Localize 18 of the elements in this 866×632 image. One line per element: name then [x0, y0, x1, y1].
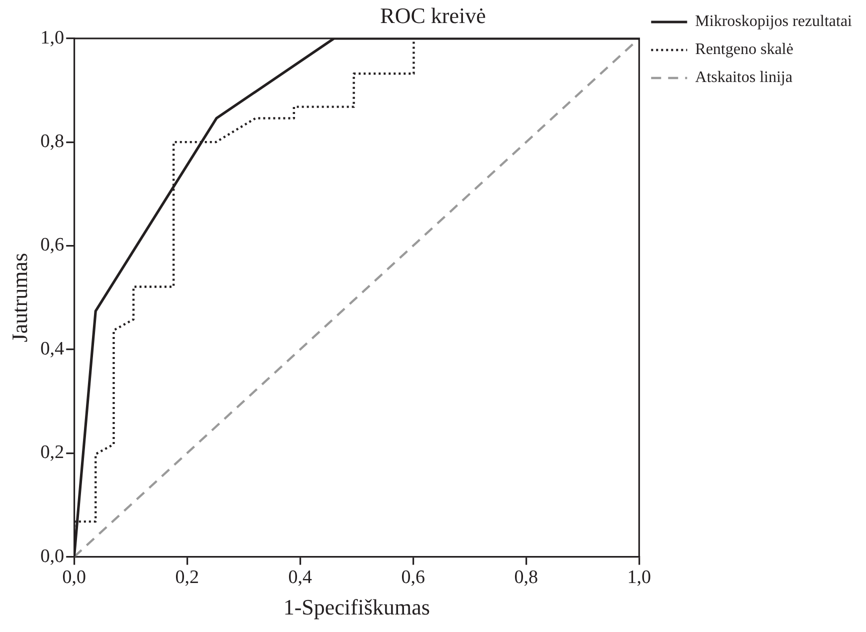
x-tick-label: 0,0: [62, 567, 86, 588]
y-tick-label: 0,8: [40, 131, 64, 152]
legend-label: Rentgeno skalė: [695, 41, 794, 58]
x-axis-title: 1-Specifiškumas: [283, 594, 430, 620]
legend-label: Atskaitos linija: [695, 69, 792, 86]
y-tick-label: 0,2: [40, 442, 64, 464]
x-tick-label: 0,6: [401, 567, 426, 588]
x-tick-label: 0,2: [175, 567, 200, 588]
x-tick-label: 1,0: [627, 567, 652, 588]
x-tick-label: 0,4: [288, 567, 313, 588]
y-tick-label: 0,0: [40, 546, 64, 567]
legend-label: Mikroskopijos rezultatai: [695, 13, 853, 30]
chart-title: ROC kreivė: [380, 2, 486, 28]
y-tick-label: 1,0: [40, 27, 64, 48]
y-axis-title: Jautrumas: [6, 253, 32, 342]
y-tick-label: 0,4: [40, 338, 65, 360]
y-tick-label: 0,6: [40, 234, 64, 256]
x-tick-label: 0,8: [514, 567, 538, 588]
